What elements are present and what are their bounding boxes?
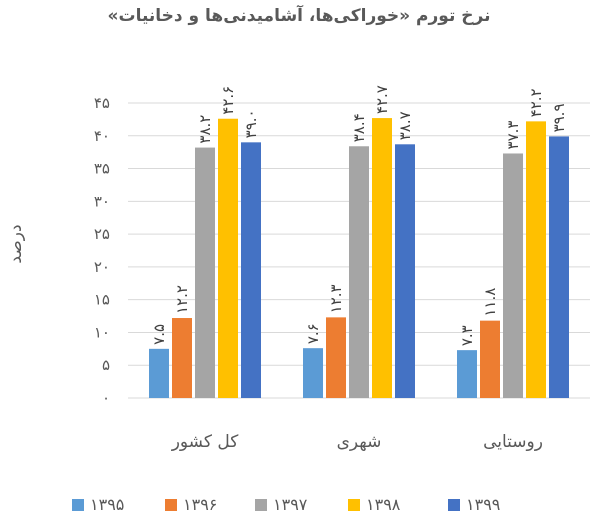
- legend-swatch: [255, 499, 267, 511]
- bar-5-1: [241, 142, 261, 398]
- data-label: ۳۸.۷: [396, 111, 414, 140]
- legend-label: ۱۳۹۷: [273, 495, 308, 514]
- data-label: ۳۹.۰: [242, 109, 260, 138]
- bar-1-2: [303, 348, 323, 398]
- bar-3-3: [503, 153, 523, 398]
- legend-label: ۱۳۹۹: [466, 495, 500, 514]
- y-tick-label: ۳۵: [94, 160, 110, 178]
- y-tick-label: ۴۵: [94, 94, 110, 112]
- bar-4-2: [372, 118, 392, 399]
- bar-4-3: [526, 121, 546, 398]
- legend-swatch: [72, 499, 84, 511]
- data-label: ۱۲.۳: [327, 284, 345, 313]
- y-tick-label: ۲۰: [94, 258, 110, 276]
- bar-3-1: [195, 147, 215, 398]
- bar-2-2: [326, 317, 346, 398]
- bar-1-3: [457, 350, 477, 398]
- y-tick-label: ۳۰: [94, 192, 110, 210]
- y-tick-label: ۵: [102, 356, 110, 374]
- legend-swatch: [448, 499, 460, 511]
- bar-2-1: [172, 318, 192, 398]
- data-label: ۳۷.۳: [504, 121, 522, 150]
- y-tick-label: ۰: [102, 389, 110, 407]
- chart-title: نرخ تورم «خوراکی‌ها، آشامیدنی‌ها و دخانی…: [107, 6, 491, 26]
- legend-label: ۱۳۹۵: [90, 495, 124, 514]
- y-tick-label: ۱۵: [94, 291, 110, 309]
- category-label: روستایی: [483, 432, 543, 452]
- data-label: ۳۸.۴: [350, 113, 368, 142]
- category-label: شهری: [337, 432, 382, 452]
- bar-4-1: [218, 118, 238, 398]
- bar-3-2: [349, 146, 369, 398]
- legend-label: ۱۳۹۸: [366, 495, 401, 514]
- legend-swatch: [348, 499, 360, 511]
- legend-swatch: [165, 499, 177, 511]
- data-label: ۴۲.۲: [527, 88, 545, 117]
- data-label: ۴۲.۷: [373, 85, 391, 114]
- data-label: ۳۸.۲: [196, 115, 214, 144]
- data-label: ۷.۵: [150, 324, 168, 345]
- bar-2-3: [480, 320, 500, 398]
- bar-5-3: [549, 136, 569, 398]
- category-label: کل کشور: [171, 432, 240, 452]
- y-tick-label: ۱۰: [94, 323, 110, 341]
- data-label: ۷.۶: [304, 323, 322, 344]
- y-tick-label: ۲۵: [94, 225, 110, 243]
- bar-1-1: [149, 348, 169, 398]
- bar-5-2: [395, 144, 415, 398]
- data-label: ۳۹.۹: [550, 103, 568, 132]
- data-label: ۱۲.۲: [173, 285, 191, 314]
- data-label: ۷.۳: [458, 325, 476, 346]
- legend-label: ۱۳۹۶: [183, 495, 217, 514]
- y-tick-label: ۴۰: [94, 127, 110, 145]
- data-label: ۴۲.۶: [219, 86, 237, 115]
- data-label: ۱۱.۸: [481, 288, 499, 317]
